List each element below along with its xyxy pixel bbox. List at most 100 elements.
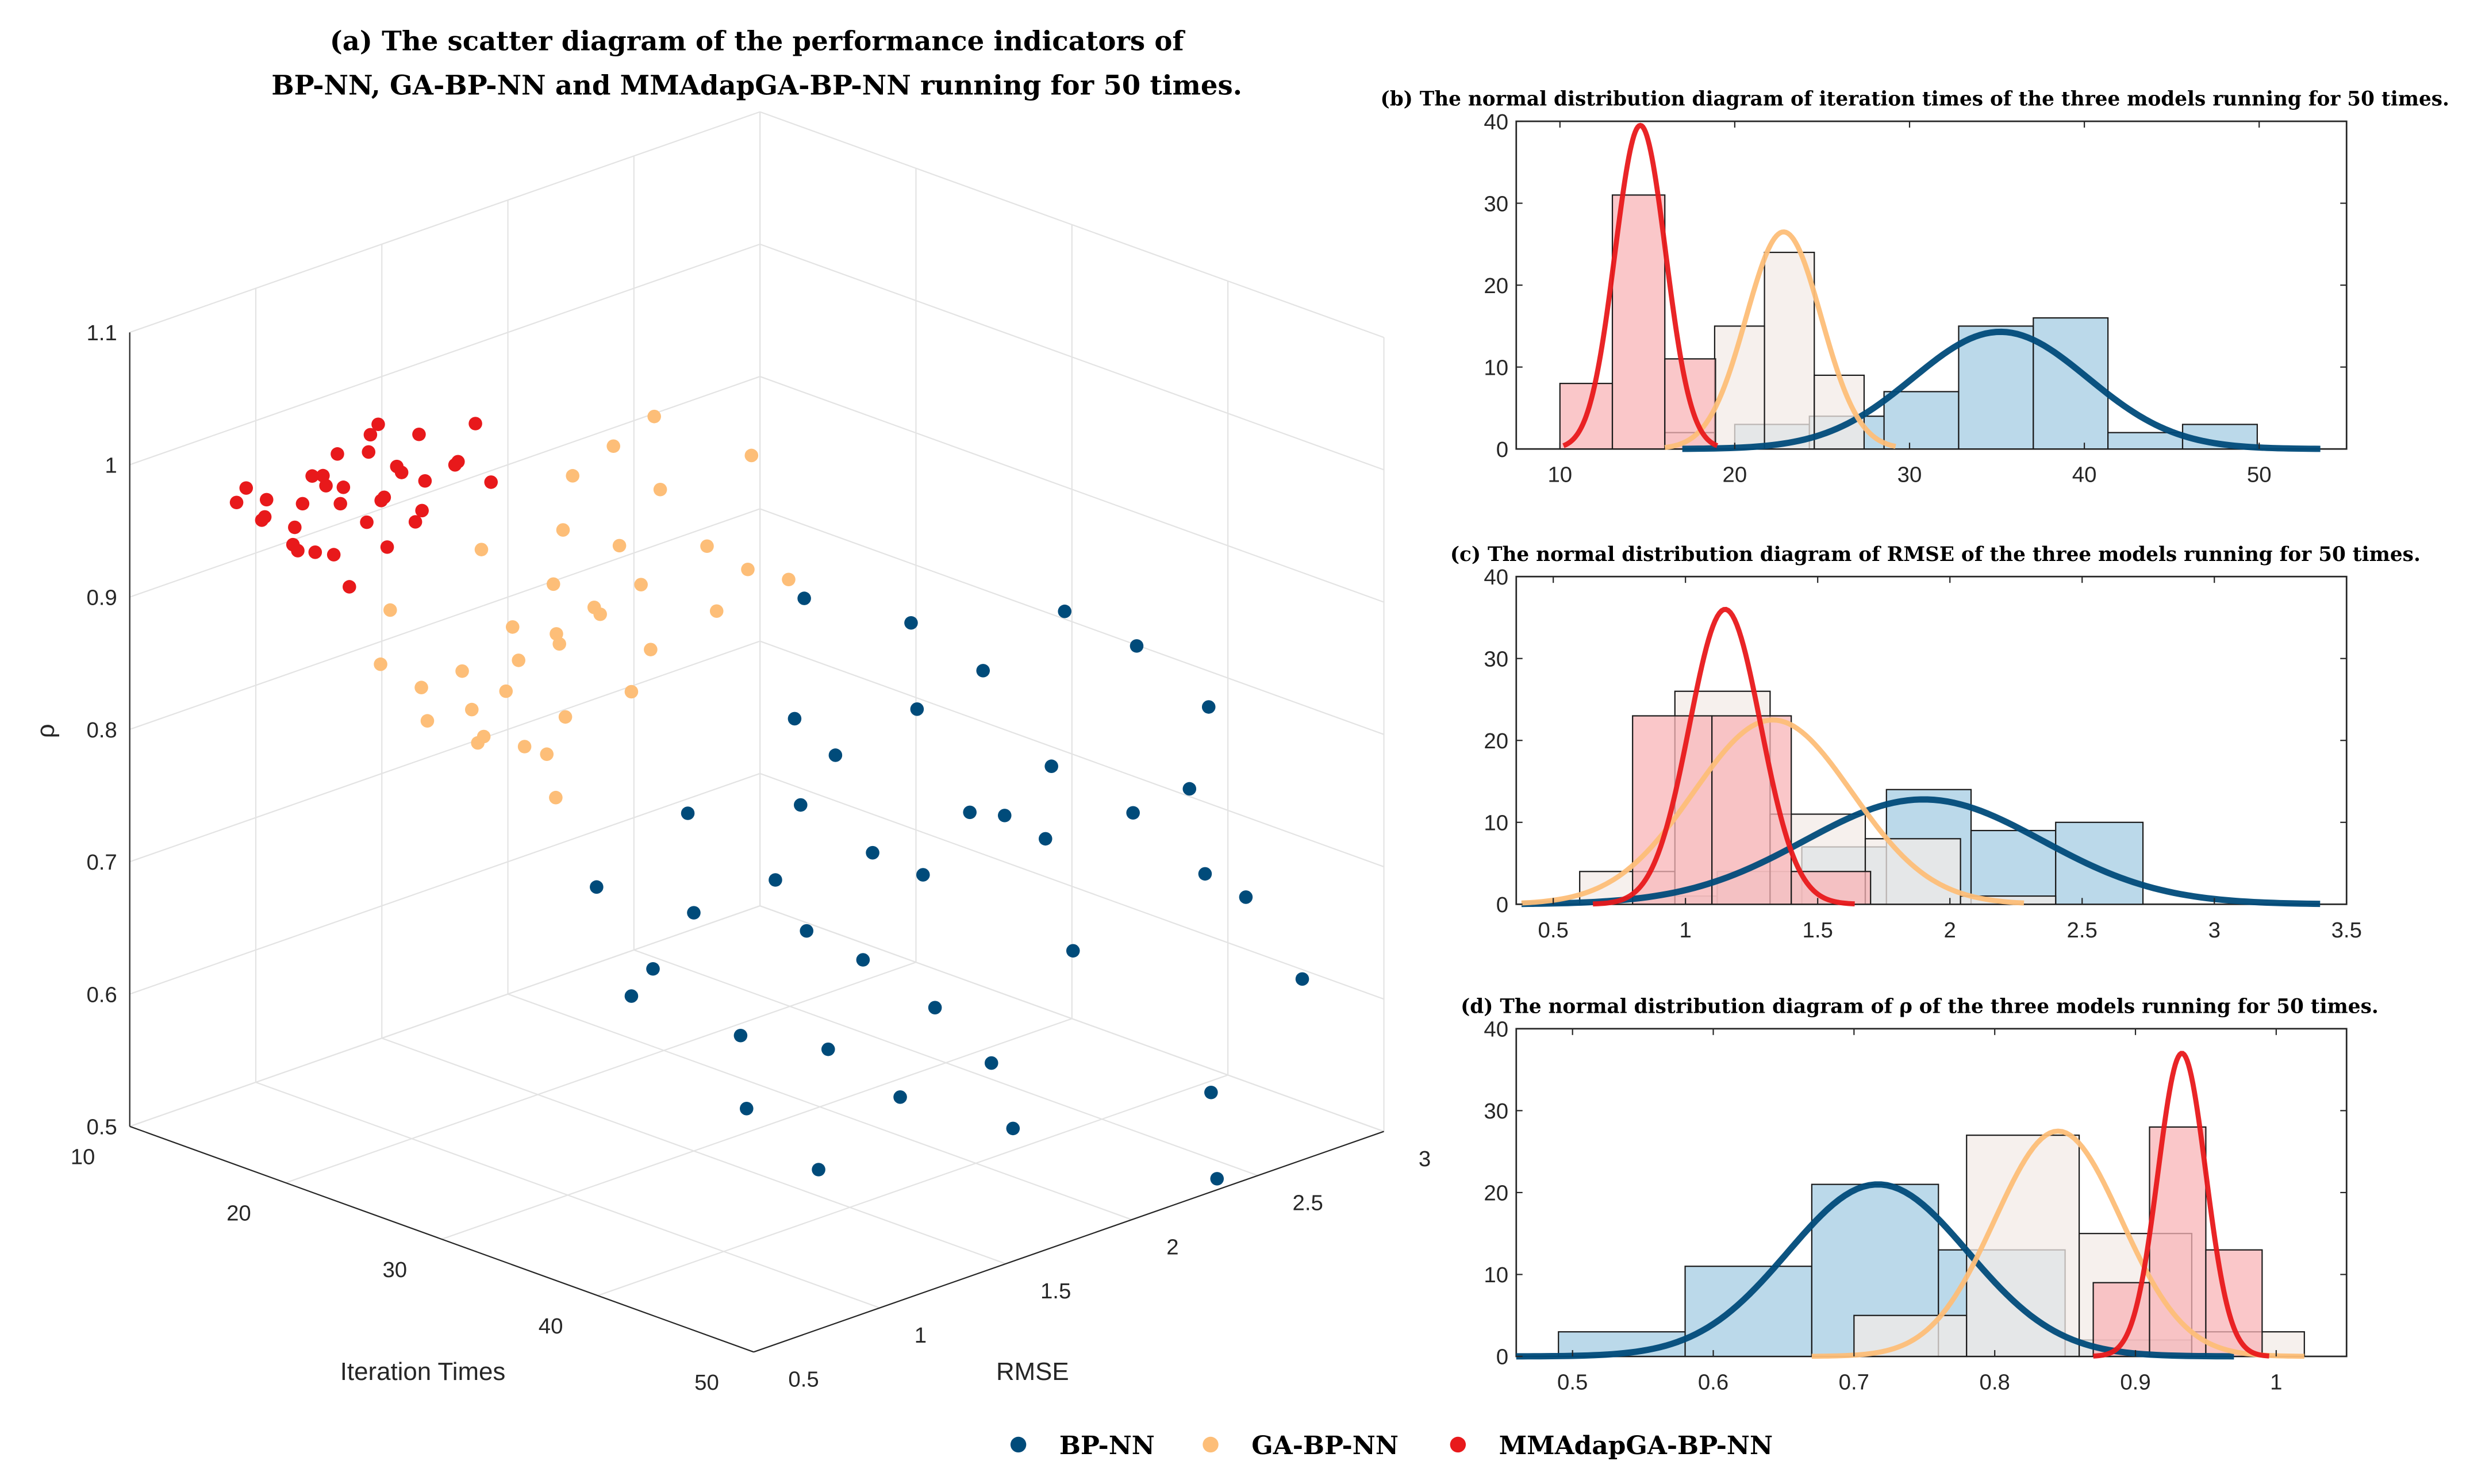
grid-line-wall-left: [129, 905, 760, 1127]
scatter-point-bp: [976, 664, 990, 678]
scatter-point-mm: [305, 469, 319, 483]
grid-line-floor: [285, 962, 916, 1183]
scatter-point-bp: [866, 845, 879, 860]
histogram-bar-mm: [1611, 194, 1666, 450]
grid-line-wall-right: [759, 111, 1384, 339]
scatter-point-mm: [408, 515, 422, 529]
scatter-point-bp: [1006, 1121, 1020, 1136]
histogram-c-panel: (c) The normal distribution diagram of R…: [1450, 543, 2421, 943]
scatter-point-mm: [326, 548, 341, 562]
fit-curve-ga: [1811, 1128, 2304, 1359]
x-tick-label: 2.5: [2067, 918, 2098, 943]
x-tick-label: 20: [1723, 463, 1747, 487]
fit-curve-ga: [1664, 229, 1896, 450]
legend: BP-NN GA-BP-NN MMAdapGA-BP-NN: [1010, 1431, 1773, 1460]
hist-b-title: (b) The normal distribution diagram of i…: [1381, 88, 2449, 111]
scatter-point-bp: [590, 880, 604, 894]
scatter-point-bp: [800, 924, 814, 938]
grid-line-wall-left: [129, 111, 760, 333]
x-tick-label: 50: [2247, 463, 2272, 487]
legend-label-mm: MMAdapGA-BP-NN: [1499, 1431, 1773, 1460]
scatter-point-mm: [343, 580, 356, 594]
scatter-tick-labels: 0.5 0.6 0.7 0.8 0.9 1 1.1 10 20 30 40 50 0.5 1 1.5 2 2.5…: [71, 321, 1431, 1395]
y-axis-line: [753, 1131, 1384, 1353]
scatter-point-bp: [797, 591, 811, 605]
x-axis-label: Iteration Times: [340, 1358, 506, 1386]
scatter-point-bp: [893, 1090, 907, 1104]
x-tick-label: 0.5: [1557, 1370, 1588, 1395]
scatter-3d-panel: (a) The scatter diagram of the performan…: [32, 25, 1431, 1395]
y-tick-label: 10: [1484, 355, 1508, 380]
scatter-point-ga: [782, 572, 796, 587]
scatter-point-mm: [418, 474, 432, 488]
scatter-point-bp: [1058, 604, 1071, 618]
scatter-point-bp: [1044, 759, 1058, 773]
x-tick-label: 0.8: [1980, 1370, 2010, 1395]
scatter-point-bp: [1204, 1085, 1218, 1099]
scatter-point-mm: [448, 458, 462, 472]
scatter-point-mm: [229, 495, 244, 510]
scatter-point-ga: [744, 448, 759, 463]
scatter-point-ga: [558, 710, 573, 724]
scatter-point-bp: [904, 616, 918, 630]
z-tick-label: 0.7: [86, 850, 117, 875]
scatter-point-mm: [331, 447, 344, 461]
scatter-point-mm: [295, 497, 310, 511]
scatter-point-bp: [769, 873, 782, 887]
grid-line-floor: [597, 1074, 1228, 1297]
scatter-point-bp: [1126, 806, 1140, 820]
x-tick-label: 10: [71, 1145, 95, 1170]
hist-b-plot: 10 20 30 40 50 0 10 20 30 40: [1484, 110, 2348, 487]
legend-marker-bp: [1010, 1436, 1027, 1453]
z-axis-label: ρ: [32, 724, 60, 738]
scatter-point-ga: [414, 681, 428, 695]
x-axis-line: [129, 1125, 754, 1353]
scatter-point-ga: [374, 657, 387, 671]
scatter-point-bp: [963, 805, 977, 820]
grid-line-wall-right: [759, 640, 1384, 868]
y-tick-label: 20: [1484, 274, 1508, 298]
scatter-point-bp: [1038, 832, 1052, 846]
hist-c-plot: 0.5 1 1.5 2 2.5 3 3.5 0 10 20 30 40: [1484, 565, 2362, 943]
scatter-point-bp: [984, 1056, 998, 1070]
scatter-point-mm: [259, 493, 274, 507]
x-tick-label: 0.7: [1839, 1370, 1869, 1395]
scatter-point-bp: [928, 1001, 942, 1014]
scatter-point-bp: [681, 806, 695, 820]
scatter-point-ga: [499, 684, 513, 698]
histogram-bar-bp: [2055, 821, 2144, 905]
histogram-bar-ga: [1864, 838, 1961, 905]
scatter-point-mm: [390, 459, 404, 474]
scatter-point-bp: [624, 989, 639, 1003]
legend-marker-mm: [1450, 1436, 1466, 1453]
scatter-point-mm: [291, 544, 305, 558]
scatter-point-ga: [634, 578, 648, 591]
fit-curve-mm: [1593, 606, 1855, 907]
scatter-point-mm: [308, 545, 322, 559]
scatter-point-ga: [550, 627, 563, 641]
histogram-b-panel: (b) The normal distribution diagram of i…: [1381, 88, 2449, 487]
x-tick-label: 20: [226, 1201, 251, 1226]
scatter-point-ga: [464, 702, 479, 717]
x-tick-label: 0.6: [1698, 1370, 1728, 1395]
scatter-point-bp: [1130, 639, 1144, 653]
scatter-point-ga: [587, 601, 601, 614]
scatter-point-bp: [646, 962, 660, 976]
x-tick-label: 40: [2072, 463, 2097, 487]
y-tick-label: 1.5: [1040, 1279, 1071, 1304]
scatter-point-mm: [258, 510, 272, 524]
y-tick-label: 30: [1484, 191, 1508, 216]
y-tick-label: 0: [1496, 1345, 1508, 1370]
histogram-bar-bp: [2107, 432, 2184, 450]
y-tick-label: 40: [1484, 1017, 1508, 1042]
scatter-point-bp: [1295, 972, 1309, 986]
x-tick-label: 10: [1547, 463, 1572, 487]
y-tick-label: 30: [1484, 647, 1508, 671]
z-tick-label: 0.6: [86, 982, 117, 1007]
grid-line-wall-right: [759, 508, 1384, 735]
legend-marker-ga: [1203, 1436, 1219, 1453]
z-tick-label: 0.8: [86, 718, 117, 743]
y-axis-label: RMSE: [996, 1358, 1069, 1386]
scatter-point-ga: [549, 790, 563, 805]
